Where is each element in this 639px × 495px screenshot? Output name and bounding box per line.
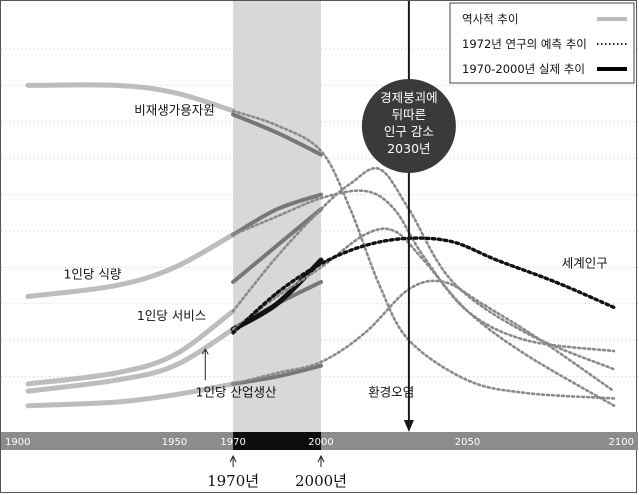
series-1-actual-line <box>231 192 323 237</box>
legend-label: 1972년 연구의 예측 추이 <box>462 37 587 51</box>
series-label: 비재생가용자원 <box>134 103 215 118</box>
forecast-series-lines <box>231 109 616 407</box>
series-3-historical-line <box>25 326 236 394</box>
marker-circle <box>361 79 456 173</box>
series-label: 1인당 식량 <box>63 266 121 281</box>
series-2-forecast-line <box>231 166 616 371</box>
legend: 역사적 추이 1972년 연구의 예측 추이 1970-2000년 실제 추이 <box>449 2 635 84</box>
year-pointer-head <box>229 454 237 463</box>
series-2-historical-line <box>25 308 236 387</box>
x-tick-label: 1900 <box>5 437 30 448</box>
x-tick-label: 1950 <box>162 437 187 448</box>
marker-arrowhead <box>403 420 414 432</box>
year-mark-label: 1970년 <box>207 472 259 490</box>
x-axis-bar <box>1 432 638 450</box>
label-pointer-head <box>201 348 209 355</box>
x-tick-label: 1970 <box>220 437 245 448</box>
series-3-forecast-line <box>231 227 616 407</box>
year-mark-label: 2000년 <box>295 472 347 490</box>
legend-label: 역사적 추이 <box>462 12 519 26</box>
series-label: 1인당 서비스 <box>137 308 206 323</box>
x-tick-label: 2000 <box>308 437 333 448</box>
series-0-historical-line <box>25 82 236 114</box>
legend-label: 1970-2000년 실제 추이 <box>462 62 585 76</box>
series-5-forecast-line <box>231 279 616 393</box>
marker-text-line: 인구 감소 <box>384 124 434 139</box>
year-pointer-head <box>317 454 325 463</box>
series-label: 환경오염 <box>368 385 414 400</box>
series-1-forecast-line <box>231 189 616 353</box>
series-0-actual-line <box>231 112 323 157</box>
historical-series-lines <box>25 82 236 409</box>
bottom-year-marks: 1970년 2000년 <box>207 454 347 490</box>
series-label: 세계인구 <box>562 255 608 270</box>
marker-text-line: 2030년 <box>387 141 430 156</box>
x-axis-ticks: 1900 1950 1970 2000 2050 2100 <box>5 437 634 448</box>
x-tick-label: 2050 <box>455 437 480 448</box>
marker-text-line: 경제붕괴에 <box>380 90 438 105</box>
axis-band-period <box>233 432 321 450</box>
marker-text-line: 뒤따른 <box>392 107 427 122</box>
series-label: 1인당 산업생산 <box>196 385 277 400</box>
series-5-historical-line <box>25 381 236 409</box>
series-1-historical-line <box>25 232 236 299</box>
x-tick-label: 2100 <box>609 437 634 448</box>
series-0-forecast-line <box>231 109 616 400</box>
